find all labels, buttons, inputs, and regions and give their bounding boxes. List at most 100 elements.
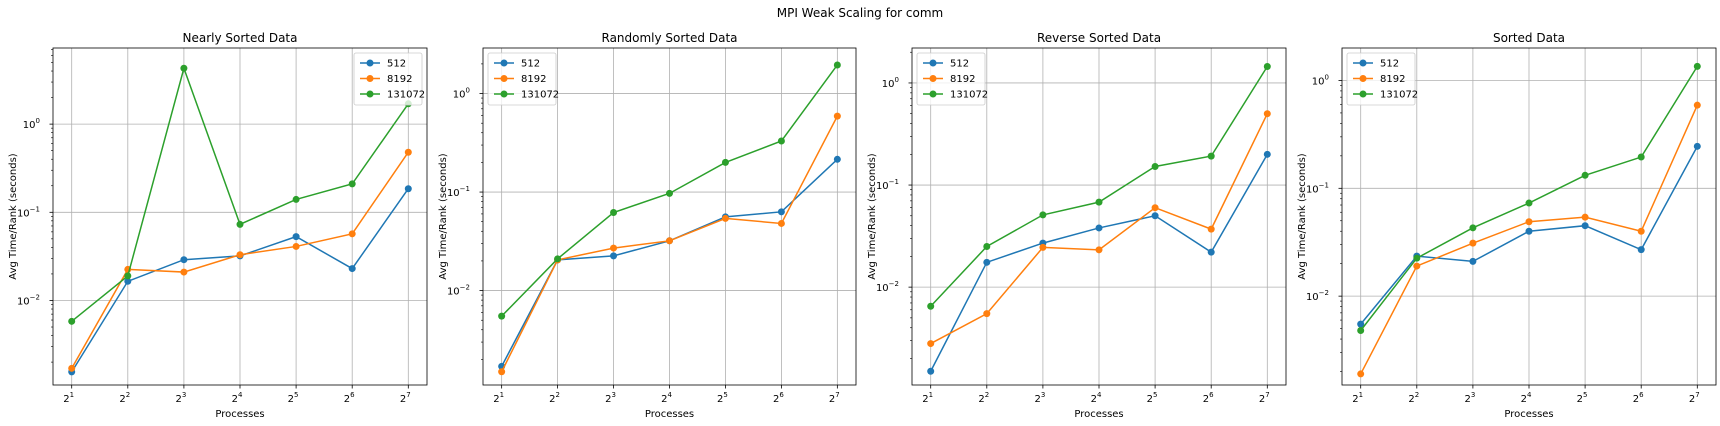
x-tick-base: 2 [1147, 394, 1153, 405]
x-tick-base: 2 [1203, 394, 1209, 405]
y-tick-label: 10−2 [1306, 289, 1329, 303]
y-tick-base: 10 [447, 287, 460, 298]
data-point [1581, 222, 1589, 230]
legend-marker [500, 59, 508, 67]
y-tick-base: 10 [447, 188, 460, 199]
data-point [1581, 213, 1589, 221]
y-tick-exponent: −2 [460, 284, 470, 292]
legend-marker [366, 75, 374, 82]
data-point [180, 256, 188, 264]
legend-label: 131072 [950, 90, 988, 101]
legend-marker [366, 59, 374, 67]
data-point [1693, 101, 1701, 109]
y-tick-exponent: 0 [466, 87, 470, 95]
data-point [1263, 62, 1271, 70]
x-tick-label: 27 [829, 391, 840, 405]
y-axis-label: Avg Time/Rank (seconds) [867, 153, 878, 279]
x-tick-exponent: 5 [1583, 391, 1587, 399]
data-point [348, 265, 356, 273]
x-tick-label: 23 [175, 391, 186, 405]
y-axis-label: Avg Time/Rank (seconds) [8, 153, 19, 279]
x-tick-base: 2 [549, 394, 555, 405]
data-point [1413, 254, 1421, 262]
data-point [1151, 204, 1159, 212]
x-tick-label: 22 [978, 391, 989, 405]
x-tick-base: 2 [829, 394, 835, 405]
legend-marker [500, 90, 508, 98]
data-point [124, 272, 132, 280]
x-tick-exponent: 7 [1695, 391, 1699, 399]
x-tick-exponent: 4 [238, 391, 243, 399]
x-tick-label: 21 [1352, 391, 1363, 405]
data-point [1263, 110, 1271, 118]
data-point [1095, 198, 1103, 206]
y-tick-exponent: −2 [1319, 289, 1329, 297]
plot-frame [482, 47, 857, 386]
x-tick-base: 2 [717, 394, 723, 405]
x-tick-label: 22 [119, 391, 130, 405]
data-point [404, 148, 412, 156]
x-tick-exponent: 7 [835, 391, 839, 399]
data-point [1357, 320, 1365, 328]
subplot-title: Randomly Sorted Data [602, 31, 738, 45]
data-point [610, 252, 618, 260]
data-point [180, 268, 188, 276]
legend-marker [1359, 90, 1367, 98]
x-tick-label: 23 [1464, 391, 1475, 405]
y-tick-label: 10−1 [876, 178, 899, 192]
y-axis-label: Avg Time/Rank (seconds) [438, 153, 449, 279]
data-point [124, 277, 132, 285]
y-tick-label: 100 [882, 76, 899, 90]
x-tick-exponent: 1 [1359, 391, 1363, 399]
plot-frame [52, 47, 428, 386]
x-tick-base: 2 [922, 394, 928, 405]
x-tick-exponent: 4 [667, 391, 672, 399]
series-131072 [1357, 62, 1701, 335]
data-point [1525, 218, 1533, 226]
data-point [610, 209, 618, 217]
x-tick-exponent: 6 [779, 391, 784, 399]
x-tick-base: 2 [1259, 394, 1265, 405]
x-tick-label: 26 [1633, 391, 1644, 405]
legend-marker [929, 75, 937, 82]
y-tick-label: 10−2 [17, 293, 40, 307]
y-axis-label: Avg Time/Rank (seconds) [1297, 153, 1308, 279]
x-tick-label: 26 [344, 391, 355, 405]
data-point [1469, 239, 1477, 247]
data-point [983, 258, 991, 266]
x-axis-label: Processes [215, 409, 264, 420]
data-point [721, 158, 729, 166]
legend-label: 512 [1380, 59, 1399, 70]
legend-marker [929, 90, 937, 98]
y-tick-label: 10−2 [876, 280, 899, 294]
data-point [983, 310, 991, 318]
y-tick-exponent: 0 [1325, 73, 1329, 81]
x-tick-exponent: 1 [70, 391, 74, 399]
data-point [1357, 370, 1365, 378]
legend-label: 8192 [950, 74, 975, 85]
x-tick-exponent: 6 [1639, 391, 1644, 399]
data-point [1151, 212, 1159, 220]
x-tick-base: 2 [493, 394, 499, 405]
legend-marker [1359, 59, 1367, 67]
data-point [1095, 246, 1103, 254]
data-point [1469, 257, 1477, 265]
y-tick-exponent: −1 [460, 185, 470, 193]
subplot-title: Nearly Sorted Data [183, 31, 298, 45]
y-tick-base: 10 [453, 90, 466, 101]
y-tick-exponent: −1 [30, 205, 40, 213]
x-tick-base: 2 [1352, 394, 1358, 405]
legend: 512 8192 131072 [353, 52, 425, 106]
y-tick-exponent: −2 [889, 280, 899, 288]
y-tick-base: 10 [876, 283, 889, 294]
data-point [498, 312, 506, 320]
data-point [1637, 153, 1645, 161]
data-point [404, 185, 412, 193]
legend: 512 8192 131072 [1346, 52, 1418, 106]
data-point [1637, 246, 1645, 254]
x-tick-exponent: 4 [1097, 391, 1102, 399]
data-point [1151, 162, 1159, 170]
